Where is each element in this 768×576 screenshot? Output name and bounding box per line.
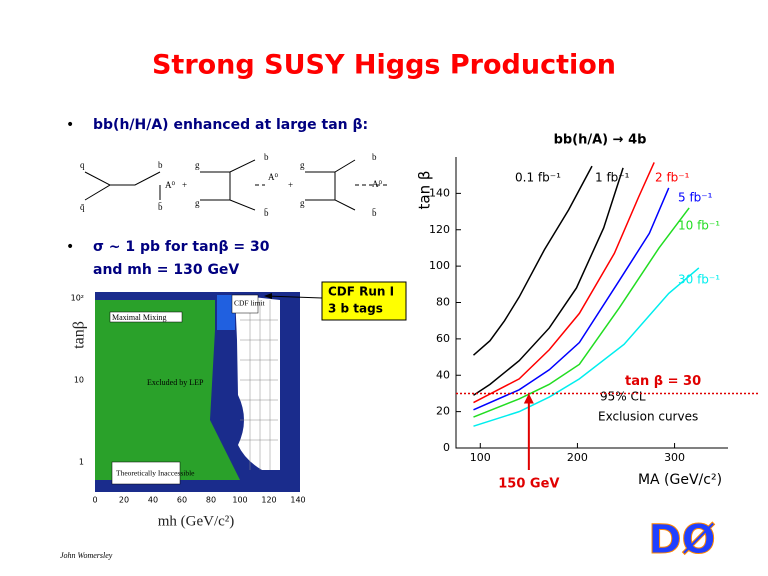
diagram-label: A⁰ [372,179,382,189]
x-tick-label: 60 [177,496,187,505]
series-label: 10 fb⁻¹ [678,219,720,233]
x-axis-label: mh (GeV/c²) [158,513,235,529]
diagram-label: b̄ [372,208,377,218]
slide-title: Strong SUSY Higgs Production [152,50,616,81]
diagram-label: q̄ [80,202,85,212]
annotation: Exclusion curves [598,410,698,424]
diagram-label: g [195,160,200,170]
series-label: 2 fb⁻¹ [655,171,690,185]
y-tick-label: 80 [436,296,450,309]
bullet: • [66,239,74,255]
grid [240,300,278,470]
x-tick-label: 300 [664,451,685,464]
feynman-diagrams [84,159,390,211]
callout-text: CDF Run I [328,285,394,299]
callout-text: 3 b tags [328,302,383,316]
diagram-label: b [158,160,163,170]
label-box [231,294,259,314]
diagram-label: g [300,160,305,170]
series-line [472,165,593,356]
y-tick-label: 40 [436,368,450,381]
x-tick-label: 40 [148,496,158,505]
y-tick-label: 120 [429,223,450,236]
region-label: CDF limit [234,299,266,308]
x-tick-label: 0 [92,496,97,505]
y-axis-label: tan β [416,171,434,210]
axes [455,157,728,449]
diagram-label: + [288,180,293,190]
diagram-labels: q q̄ b b̄ A⁰ + g g b b̄ A⁰ + g g b b̄ A⁰ [80,152,382,218]
series-line [473,207,690,418]
label-box [109,311,183,323]
x-tick-label: 80 [206,496,216,505]
diagram-label: g [300,198,305,208]
x-tick-label: 100 [470,451,491,464]
logo: DØ [648,517,715,563]
diagram-label: + [182,180,187,190]
plot-area [456,157,728,448]
series-label: 30 fb⁻¹ [678,273,720,287]
diagram-label: b [264,152,269,162]
series-label: 5 fb⁻¹ [678,191,713,205]
diagram-label: g [195,198,200,208]
diagram-label: A⁰ [165,180,175,190]
y-tick-label: 60 [436,332,450,345]
x-ticks: 0 20 40 60 80 100 120 140 [92,496,305,505]
callout-arrow [265,295,323,299]
series-line [473,162,655,404]
left-plot: Maximal Mixing Excluded by LEP Theoretic… [71,292,306,529]
y-tick-label: 20 [436,405,450,418]
region-label: Theoretically Inaccessible [116,469,195,478]
region-label: Excluded by LEP [147,378,204,387]
x-tick-label: 100 [232,496,247,505]
arrow-head [523,393,534,404]
cdf-region [217,295,235,330]
x-tick-label: 120 [261,496,276,505]
bullet: • [66,117,74,133]
lep-excluded [95,300,240,480]
chart-title: bb(h/A) → 4b [554,133,647,148]
x-tick-label: 140 [290,496,305,505]
series-line [473,167,624,396]
callout-box [321,281,407,321]
y-axis-label: tanβ [71,321,88,349]
series-line [473,267,700,427]
y-tick-label: 1 [79,458,84,467]
footer: John Womersley [60,551,113,560]
y-tick-label: 100 [429,259,450,272]
annotation: 95% CL [600,390,646,404]
series-line [473,187,670,411]
right-chart: bb(h/A) → 4b tan β MA (GeV/c²) 95% CL Ex… [416,133,760,492]
diagram-label: A⁰ [268,172,278,182]
region-label: Maximal Mixing [112,313,166,322]
series-label: 1 fb⁻¹ [595,171,630,185]
bullet-text: σ ~ 1 pb for tanβ = 30 [93,239,270,255]
x-axis-label: MA (GeV/c²) [638,472,722,488]
x-tick-label: 20 [119,496,129,505]
bullet-text: and mh = 130 GeV [93,262,239,278]
diagram-label: b̄ [264,208,269,218]
diagram-label: b [372,152,377,162]
y-tick-label: 10² [71,294,84,303]
diagram-label: q [80,160,85,170]
reference-label: tan β = 30 [625,374,701,389]
label-box [111,461,181,485]
x-tick-label: 200 [567,451,588,464]
y-tick-label: 0 [443,441,450,454]
y-tick-label: 140 [429,186,450,199]
reference-label: 150 GeV [498,477,559,492]
y-tick-label: 10 [74,376,84,385]
allowed-region [235,295,280,470]
bullet-text: bb(h/H/A) enhanced at large tan β: [93,117,368,133]
series-label: 0.1 fb⁻¹ [515,171,561,185]
diagram-label: b̄ [158,202,163,212]
arrow-head [264,293,272,299]
